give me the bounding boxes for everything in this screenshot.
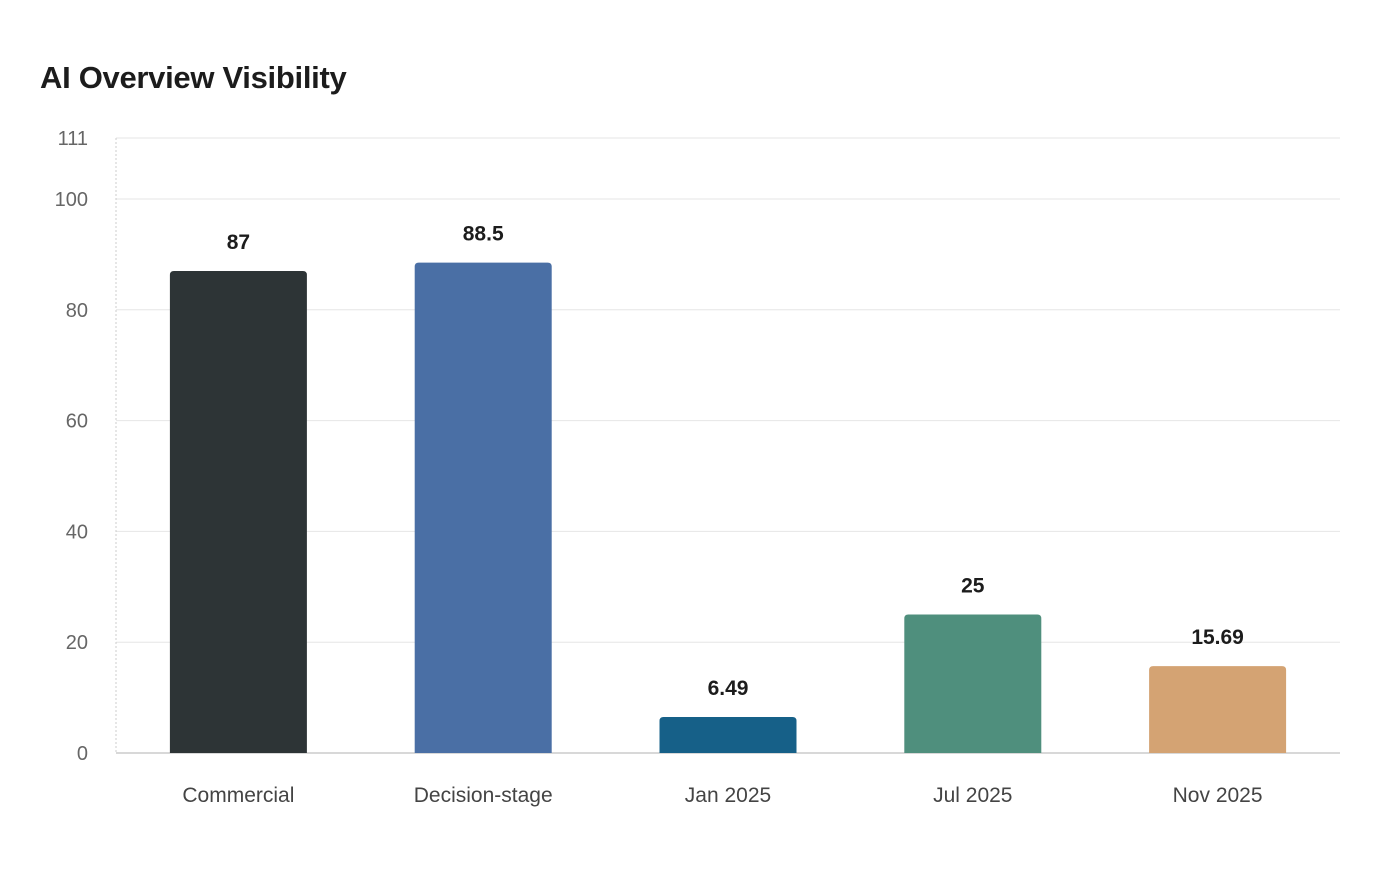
y-tick-label: 111 — [58, 128, 88, 150]
y-tick-label: 80 — [66, 300, 88, 322]
x-tick-label: Commercial — [182, 784, 294, 807]
bar-nov-2025 — [1149, 666, 1287, 753]
data-label: 88.5 — [463, 223, 504, 246]
y-tick-label: 100 — [55, 189, 88, 211]
x-tick-label: Nov 2025 — [1173, 784, 1263, 807]
bar-decision-stage — [414, 262, 552, 753]
bars — [169, 262, 1287, 753]
data-label: 15.69 — [1191, 626, 1244, 649]
y-tick-label: 60 — [66, 411, 88, 433]
x-tick-label: Jan 2025 — [685, 784, 771, 807]
data-label: 6.49 — [708, 677, 749, 700]
labels: 87 Commercial 88.5 Decision-stage 6.49 Jan 20… — [182, 223, 1262, 807]
x-tick-label: Decision-stage — [414, 784, 553, 807]
bar-commercial — [169, 270, 307, 753]
data-label: 25 — [961, 574, 985, 597]
y-tick-label: 0 — [77, 743, 88, 765]
y-tick-label: 40 — [66, 521, 88, 543]
x-tick-label: Jul 2025 — [933, 784, 1012, 807]
y-tick-label: 20 — [66, 632, 88, 654]
data-label: 87 — [227, 231, 250, 254]
grid-lines — [116, 137, 1340, 643]
chart-title: AI Overview Visibility — [40, 60, 347, 95]
bar-jul-2025 — [904, 614, 1042, 753]
bar-jan-2025 — [659, 717, 797, 753]
